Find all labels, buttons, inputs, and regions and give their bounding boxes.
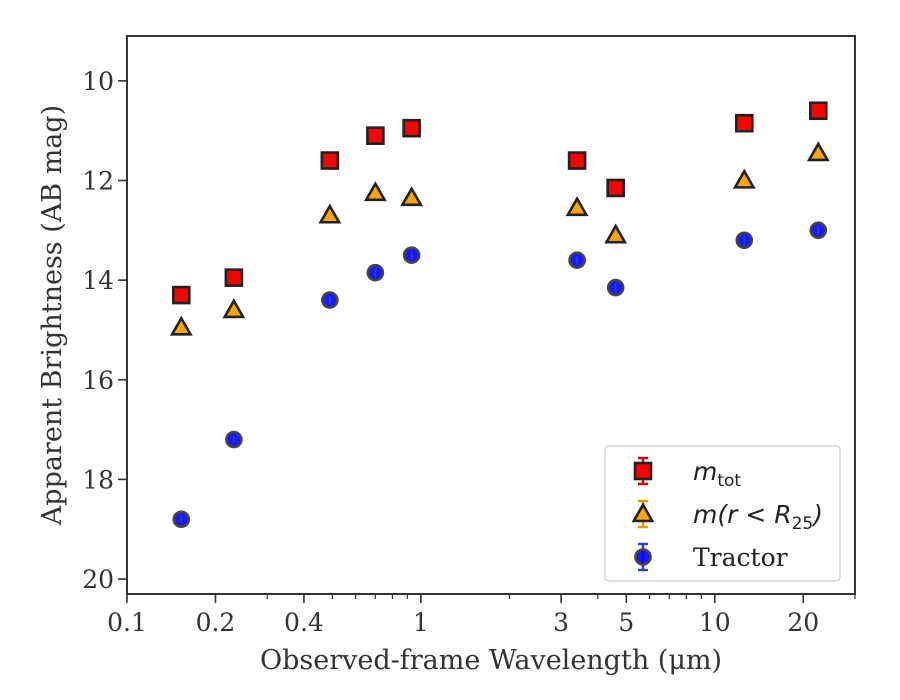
legend-m-r-r25--label: m(r < R25) — [693, 500, 823, 534]
y-tick-label: 12 — [82, 166, 114, 195]
x-tick-label: 5 — [618, 608, 634, 637]
x-axis: 0.1 0.2 0.4 1 3 5 10 20 — [107, 594, 856, 637]
point-m-r-r25- — [318, 203, 342, 224]
legend-frame — [604, 445, 841, 582]
x-tick-label: 20 — [787, 608, 819, 637]
legend-m-r-r25--marker — [631, 502, 655, 523]
point-m-tot — [606, 178, 625, 198]
legend-tractor-label: Tractor — [693, 543, 788, 572]
y-tick-label: 10 — [82, 67, 114, 96]
point-m-r-r25- — [806, 141, 830, 162]
x-tick-label: 3 — [553, 608, 569, 637]
y-tick-label: 18 — [82, 465, 114, 494]
legend-m-tot-label: mtot — [693, 457, 741, 491]
point-m-r-r25- — [222, 298, 246, 319]
legend-m-tot-marker — [633, 461, 653, 481]
y-tick-label: 20 — [82, 565, 114, 594]
x-tick-label: 10 — [699, 608, 731, 637]
x-tick-label: 0.4 — [284, 608, 324, 637]
point-m-tot — [224, 268, 244, 287]
point-m-r-r25- — [565, 196, 589, 217]
point-m-tot — [171, 285, 191, 305]
y-axis: 10 12 14 16 18 20 — [82, 67, 127, 594]
point-m-r-r25- — [732, 168, 756, 189]
point-m-r-r25- — [604, 223, 628, 244]
y-tick-label: 16 — [82, 366, 114, 395]
point-m-r-r25- — [363, 181, 387, 202]
point-m-tot — [366, 126, 385, 145]
point-m-r-r25- — [169, 315, 193, 336]
point-m-tot — [320, 151, 340, 170]
x-axis-label: Observed-frame Wavelength (μm) — [260, 645, 722, 676]
point-m-tot — [808, 101, 828, 121]
y-tick-label: 14 — [82, 266, 114, 295]
legend: mtot m(r < R25) Tractor — [604, 445, 841, 582]
point-m-r-r25- — [400, 186, 424, 207]
y-axis-label: Apparent Brightness (AB mag) — [37, 105, 68, 526]
data-points — [169, 101, 830, 529]
x-tick-label: 0.2 — [196, 608, 236, 637]
point-m-tot — [567, 151, 587, 170]
point-m-tot — [734, 113, 754, 133]
legend-tractor-marker — [634, 548, 652, 566]
point-m-tot — [402, 118, 421, 138]
x-tick-label: 1 — [413, 608, 429, 637]
x-tick-label: 0.1 — [107, 608, 147, 637]
plot-frame — [126, 35, 856, 595]
